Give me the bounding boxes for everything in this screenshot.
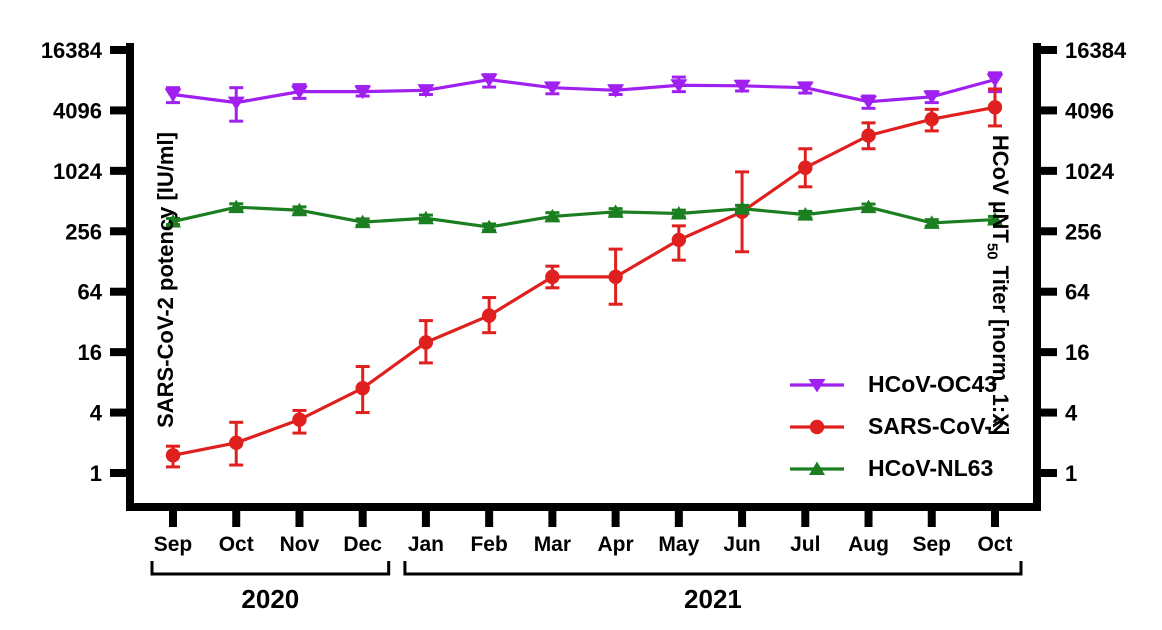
right-y-axis-title-pre: HCoV µNT — [987, 134, 1013, 243]
svg-text:16: 16 — [1065, 340, 1089, 365]
svg-text:16384: 16384 — [41, 38, 103, 63]
svg-text:Nov: Nov — [280, 533, 320, 556]
legend-marker-triangle-up-icon — [788, 458, 846, 480]
svg-text:256: 256 — [65, 219, 102, 244]
svg-text:Mar: Mar — [534, 533, 571, 556]
svg-text:1024: 1024 — [1065, 159, 1115, 184]
legend-marker-circle-icon — [788, 416, 846, 438]
legend: HCoV-OC43 SARS-CoV-2 HCoV-NL63 — [788, 370, 1005, 483]
svg-text:Feb: Feb — [470, 533, 507, 556]
svg-text:16: 16 — [78, 340, 102, 365]
svg-text:Oct: Oct — [977, 533, 1012, 556]
svg-text:4096: 4096 — [1065, 98, 1114, 123]
legend-item-sars-cov-2: SARS-CoV-2 — [788, 412, 1005, 441]
legend-label: HCoV-NL63 — [868, 455, 994, 481]
svg-text:4096: 4096 — [53, 98, 102, 123]
svg-text:2020: 2020 — [241, 584, 299, 614]
svg-text:4: 4 — [90, 401, 103, 426]
svg-text:Sep: Sep — [913, 533, 952, 556]
svg-text:2021: 2021 — [684, 584, 742, 614]
svg-text:Oct: Oct — [219, 533, 254, 556]
left-y-axis-title: SARS-CoV-2 potency [IU/ml] — [152, 132, 178, 428]
svg-text:Aug: Aug — [848, 533, 889, 556]
svg-text:Jan: Jan — [408, 533, 444, 556]
svg-text:64: 64 — [78, 280, 103, 305]
svg-text:Dec: Dec — [343, 533, 382, 556]
svg-text:16384: 16384 — [1065, 38, 1127, 63]
svg-text:Apr: Apr — [598, 533, 634, 556]
legend-marker-triangle-down-icon — [788, 374, 846, 396]
legend-label: HCoV-OC43 — [868, 371, 998, 397]
svg-text:1: 1 — [90, 461, 102, 486]
legend-label: SARS-CoV-2 — [868, 413, 1005, 439]
svg-text:64: 64 — [1065, 280, 1090, 305]
legend-item-hcov-oc43: HCoV-OC43 — [788, 370, 1005, 399]
svg-text:Jul: Jul — [790, 533, 820, 556]
svg-text:May: May — [658, 533, 699, 556]
svg-text:Jun: Jun — [723, 533, 760, 556]
svg-text:4: 4 — [1065, 401, 1078, 426]
svg-text:1024: 1024 — [53, 159, 103, 184]
svg-text:Sep: Sep — [154, 533, 193, 556]
svg-text:1: 1 — [1065, 461, 1077, 486]
legend-item-hcov-nl63: HCoV-NL63 — [788, 454, 1005, 483]
right-y-axis-title-sub: 50 — [983, 242, 1001, 260]
svg-text:256: 256 — [1065, 219, 1102, 244]
